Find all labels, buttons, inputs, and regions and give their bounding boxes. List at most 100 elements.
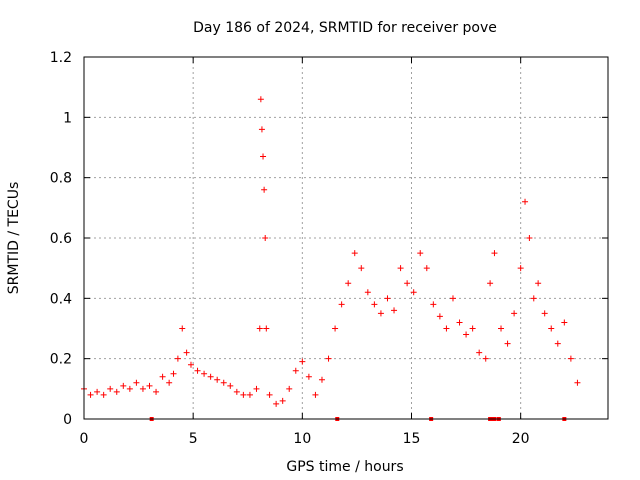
data-point bbox=[325, 355, 332, 362]
data-point bbox=[159, 373, 166, 380]
data-point bbox=[273, 400, 280, 407]
data-point bbox=[126, 385, 133, 392]
data-point bbox=[170, 370, 177, 377]
y-tick-label: 1.2 bbox=[50, 50, 72, 66]
data-point bbox=[567, 355, 574, 362]
y-axis-label: SRMTID / TECUs bbox=[6, 182, 22, 295]
data-point bbox=[260, 153, 267, 160]
x-tick-label: 10 bbox=[293, 431, 311, 447]
data-point bbox=[179, 325, 186, 332]
data-point bbox=[279, 397, 286, 404]
data-point bbox=[377, 310, 384, 317]
data-point bbox=[517, 265, 524, 272]
data-point bbox=[417, 250, 424, 257]
data-point bbox=[227, 382, 234, 389]
data-point bbox=[201, 370, 208, 377]
data-point bbox=[410, 289, 417, 296]
data-point bbox=[561, 319, 568, 326]
grid bbox=[84, 57, 608, 419]
data-point bbox=[113, 388, 120, 395]
data-point bbox=[107, 385, 114, 392]
data-point bbox=[541, 310, 548, 317]
data-point bbox=[256, 325, 263, 332]
data-point bbox=[166, 379, 173, 386]
x-axis-label: GPS time / hours bbox=[286, 459, 403, 475]
x-tick-label: 15 bbox=[403, 431, 421, 447]
data-point bbox=[286, 385, 293, 392]
data-point bbox=[194, 367, 201, 374]
data-point bbox=[364, 289, 371, 296]
data-point bbox=[146, 382, 153, 389]
data-point bbox=[87, 391, 94, 398]
data-point bbox=[233, 388, 240, 395]
data-point bbox=[491, 250, 498, 257]
data-point bbox=[312, 391, 319, 398]
data-point bbox=[504, 340, 511, 347]
data-point bbox=[535, 280, 542, 287]
data-point bbox=[358, 265, 365, 272]
y-tick-label: 0.4 bbox=[50, 291, 72, 307]
data-point bbox=[246, 391, 253, 398]
data-point bbox=[522, 198, 529, 205]
data-point bbox=[498, 325, 505, 332]
data-point bbox=[526, 235, 533, 241]
data-point bbox=[436, 313, 443, 320]
data-point bbox=[482, 355, 489, 362]
data-point bbox=[305, 373, 312, 380]
data-point bbox=[187, 361, 194, 368]
data-points bbox=[81, 96, 581, 421]
data-point bbox=[371, 301, 378, 308]
data-point bbox=[292, 367, 299, 374]
data-point bbox=[391, 307, 398, 314]
data-point bbox=[338, 301, 345, 308]
data-point bbox=[384, 295, 391, 302]
data-point bbox=[318, 376, 325, 383]
data-point bbox=[511, 310, 518, 317]
x-tick-label: 5 bbox=[189, 431, 198, 447]
data-point bbox=[266, 391, 273, 398]
data-point bbox=[240, 391, 247, 398]
data-point bbox=[449, 295, 456, 302]
data-point bbox=[487, 280, 494, 287]
data-point bbox=[423, 265, 430, 272]
y-tick-label: 0.8 bbox=[50, 171, 72, 187]
data-point bbox=[476, 349, 483, 356]
y-tick-label: 0.6 bbox=[50, 231, 72, 247]
data-point bbox=[351, 250, 358, 257]
data-point bbox=[443, 325, 450, 332]
data-point bbox=[261, 186, 268, 193]
data-point bbox=[548, 325, 555, 332]
data-point bbox=[207, 373, 214, 380]
axis-ticks: 0 0.2 0.4 0.6 0.8 1 1.2 0 5 10 15 20 bbox=[50, 50, 608, 447]
data-point bbox=[430, 301, 437, 308]
y-tick-label: 0.2 bbox=[50, 352, 72, 368]
data-point bbox=[299, 358, 306, 365]
data-point bbox=[183, 349, 190, 356]
x-tick-label: 20 bbox=[512, 431, 530, 447]
data-point bbox=[262, 235, 269, 241]
data-point bbox=[574, 379, 581, 386]
data-point bbox=[133, 379, 140, 386]
data-point bbox=[530, 295, 537, 302]
data-point bbox=[258, 126, 265, 133]
data-point bbox=[220, 379, 227, 386]
data-point bbox=[120, 382, 127, 389]
y-tick-label: 1 bbox=[63, 110, 72, 126]
data-point bbox=[214, 376, 221, 383]
data-point bbox=[153, 388, 160, 395]
data-point bbox=[554, 340, 561, 347]
data-point bbox=[100, 391, 107, 398]
data-point bbox=[332, 325, 339, 332]
data-point bbox=[174, 355, 181, 362]
data-point bbox=[469, 325, 476, 332]
data-point bbox=[397, 265, 404, 272]
y-tick-label: 0 bbox=[63, 412, 72, 428]
data-point bbox=[263, 325, 270, 332]
data-point bbox=[345, 280, 352, 287]
data-point bbox=[463, 331, 470, 338]
data-point bbox=[94, 388, 101, 395]
x-tick-label: 0 bbox=[80, 431, 89, 447]
chart-title: Day 186 of 2024, SRMTID for receiver pov… bbox=[193, 20, 497, 36]
